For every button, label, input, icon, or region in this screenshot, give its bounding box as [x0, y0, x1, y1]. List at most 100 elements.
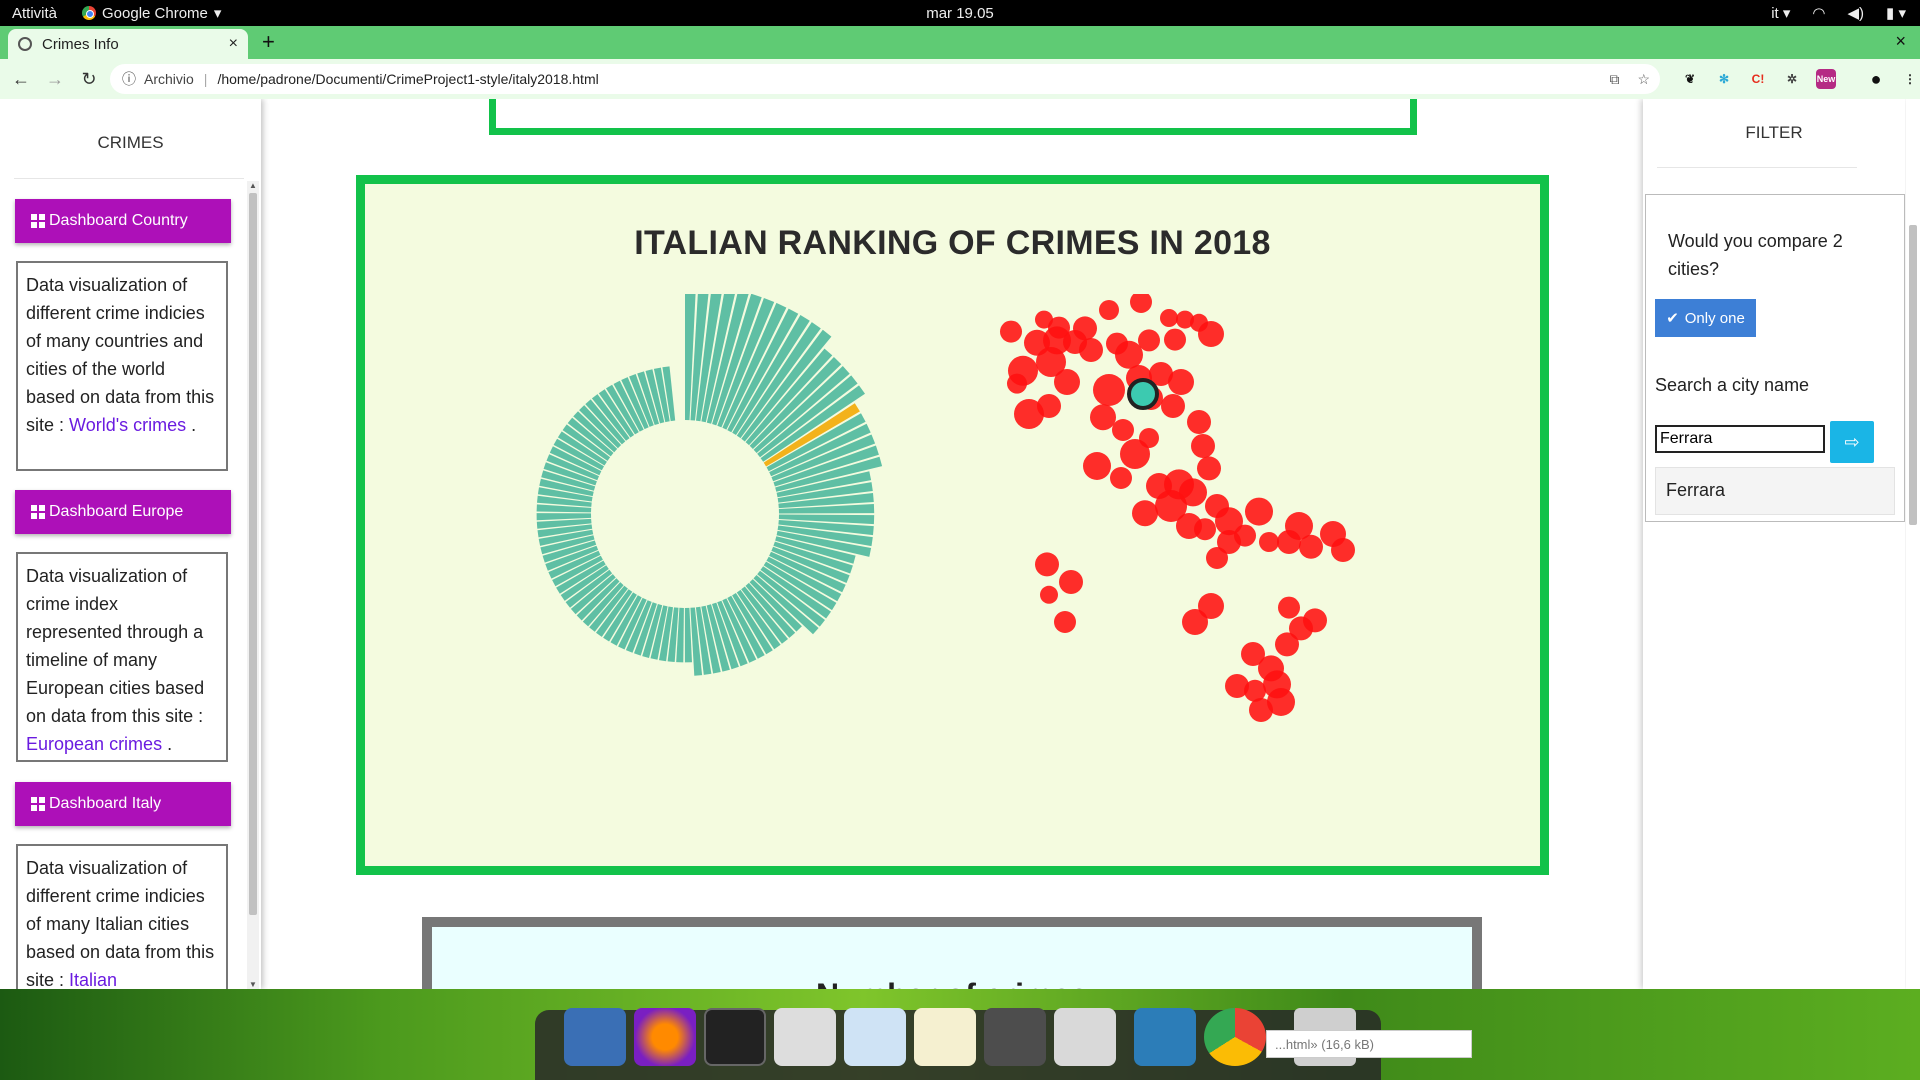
- radial-bar[interactable]: [536, 504, 592, 513]
- radial-bar[interactable]: [573, 411, 618, 453]
- city-dot[interactable]: [1132, 500, 1158, 527]
- nqq-editor-icon[interactable]: [984, 1008, 1046, 1066]
- radial-bar[interactable]: [576, 578, 620, 621]
- radial-bar[interactable]: [775, 456, 883, 492]
- city-dot[interactable]: [1130, 294, 1152, 313]
- extension-4-icon[interactable]: ✲: [1786, 72, 1798, 86]
- dashboard-country-button[interactable]: Dashboard Country: [15, 199, 231, 243]
- radial-bar[interactable]: [706, 294, 749, 424]
- city-dot[interactable]: [1110, 467, 1132, 489]
- text-editor-icon[interactable]: [914, 1008, 976, 1066]
- extension-1-icon[interactable]: ❦: [1684, 72, 1696, 86]
- radial-bar[interactable]: [541, 470, 596, 491]
- dashboard-italy-button[interactable]: Dashboard Italy: [15, 782, 231, 826]
- radial-bar[interactable]: [696, 294, 723, 422]
- radial-bar[interactable]: [727, 308, 799, 433]
- radial-bar[interactable]: [629, 374, 654, 427]
- city-dot[interactable]: [1168, 369, 1194, 395]
- radial-bar[interactable]: [749, 579, 802, 632]
- radial-bar[interactable]: [701, 605, 721, 674]
- radial-bar[interactable]: [650, 605, 668, 660]
- radial-bar[interactable]: [545, 545, 599, 571]
- menu-dots-icon[interactable]: ⋮: [1904, 72, 1916, 86]
- radial-bar[interactable]: [549, 446, 602, 476]
- window-manager-icon[interactable]: [1134, 1008, 1196, 1066]
- radial-bar[interactable]: [685, 294, 696, 421]
- back-icon[interactable]: ←: [12, 68, 30, 89]
- page-scrollbar[interactable]: [1906, 99, 1920, 989]
- radial-bar[interactable]: [766, 413, 866, 472]
- radial-bar[interactable]: [536, 518, 592, 529]
- radial-bar[interactable]: [537, 487, 593, 502]
- city-dot[interactable]: [1249, 698, 1273, 722]
- radial-bar[interactable]: [745, 348, 833, 446]
- worlds-crimes-link[interactable]: World's crimes: [69, 415, 187, 435]
- radial-bar[interactable]: [741, 586, 788, 644]
- city-dot[interactable]: [1187, 410, 1211, 434]
- radial-bar[interactable]: [591, 394, 630, 441]
- radial-bar[interactable]: [753, 575, 819, 635]
- city-dot[interactable]: [1048, 316, 1070, 339]
- radial-bar[interactable]: [582, 582, 624, 627]
- scrollbar-thumb[interactable]: [249, 193, 257, 915]
- radial-bar[interactable]: [589, 585, 628, 632]
- radial-bar[interactable]: [653, 367, 670, 423]
- radial-bar[interactable]: [596, 589, 633, 637]
- city-dot[interactable]: [1179, 478, 1207, 507]
- radial-bar[interactable]: [690, 294, 710, 421]
- extension-3-icon[interactable]: C!: [1751, 72, 1765, 86]
- radial-bar[interactable]: [778, 493, 874, 509]
- radial-bar[interactable]: [684, 607, 692, 663]
- sidebar-scrollbar[interactable]: ▲ ▼: [247, 181, 259, 989]
- radial-bar[interactable]: [613, 380, 644, 432]
- radial-bar[interactable]: [570, 574, 616, 615]
- app-menu[interactable]: Google Chrome ▾: [82, 4, 221, 22]
- keyboard-layout[interactable]: it ▾: [1771, 5, 1791, 22]
- radial-bar[interactable]: [536, 513, 592, 521]
- file-cabinet-icon[interactable]: [1054, 1008, 1116, 1066]
- chrome-dock-icon[interactable]: [1204, 1008, 1266, 1066]
- city-dot[interactable]: [1014, 399, 1044, 429]
- radial-bar[interactable]: [760, 566, 832, 619]
- extension-5-icon[interactable]: New: [1816, 69, 1836, 89]
- city-dot[interactable]: [1083, 452, 1111, 480]
- city-dot[interactable]: [1099, 300, 1119, 320]
- radial-bar[interactable]: [642, 604, 663, 658]
- only-one-toggle-button[interactable]: ✔ Only one: [1655, 299, 1756, 337]
- anchor-app-icon[interactable]: [564, 1008, 626, 1066]
- radial-bar[interactable]: [736, 322, 821, 439]
- system-tray[interactable]: it ▾ ◠ ◀) ▮ ▾: [1771, 4, 1906, 22]
- radial-bar[interactable]: [706, 604, 730, 672]
- radial-bar[interactable]: [548, 550, 601, 579]
- city-dot[interactable]: [1198, 593, 1224, 619]
- radial-bar[interactable]: [701, 294, 736, 423]
- radial-bar-highlighted[interactable]: [763, 403, 860, 467]
- city-dot[interactable]: [1206, 547, 1228, 569]
- radial-bar[interactable]: [598, 389, 635, 438]
- radial-bar[interactable]: [769, 423, 871, 477]
- city-dot[interactable]: [1244, 679, 1266, 702]
- city-dot[interactable]: [1194, 518, 1216, 541]
- city-dot[interactable]: [1299, 534, 1323, 559]
- italian-crimes-link[interactable]: Italian: [69, 970, 118, 989]
- city-dot[interactable]: [1000, 320, 1022, 343]
- city-dot[interactable]: [1007, 373, 1027, 394]
- radial-bar[interactable]: [565, 569, 613, 608]
- radial-bar[interactable]: [610, 595, 642, 646]
- radial-bar[interactable]: [542, 540, 597, 563]
- bookmark-star-icon[interactable]: ☆: [1637, 70, 1650, 87]
- radial-bar[interactable]: [753, 366, 850, 453]
- italy-city-map[interactable]: [985, 294, 1425, 754]
- city-dot[interactable]: [1112, 419, 1134, 441]
- radial-bar[interactable]: [763, 561, 837, 611]
- city-dot[interactable]: [1259, 532, 1279, 552]
- radial-bar[interactable]: [757, 375, 858, 458]
- radial-bar-chart[interactable]: [485, 294, 925, 734]
- radial-bar[interactable]: [732, 593, 773, 655]
- download-status[interactable]: ...html» (16,6 kB): [1266, 1030, 1472, 1058]
- radial-bar[interactable]: [757, 570, 825, 627]
- radial-bar[interactable]: [667, 607, 679, 662]
- radial-bar[interactable]: [778, 520, 874, 536]
- city-dot[interactable]: [1149, 362, 1173, 386]
- city-dot[interactable]: [1197, 456, 1221, 481]
